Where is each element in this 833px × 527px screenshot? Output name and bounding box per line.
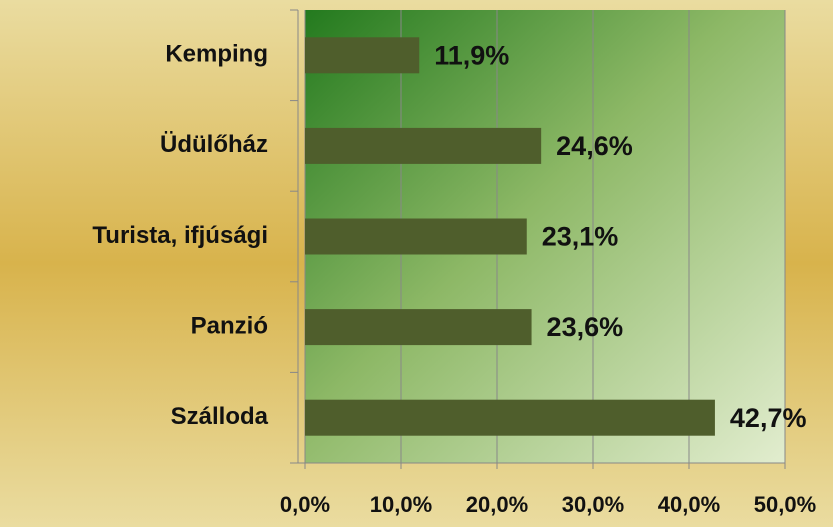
value-label: 23,1% [542,222,619,252]
y-tick-label: Turista, ifjúsági [92,222,268,249]
x-tick-label: 10,0% [370,492,432,517]
x-tick-label: 50,0% [754,492,816,517]
value-label: 11,9% [434,40,509,70]
bar [305,37,420,74]
x-tick-label: 30,0% [562,492,624,517]
value-label: 24,6% [556,131,633,161]
bar [305,309,532,346]
value-label: 23,6% [547,312,624,342]
y-tick-label: Kemping [165,41,268,68]
y-tick-label: Panzió [191,312,268,339]
y-tick-label: Szálloda [171,403,269,430]
y-tick-label: Üdülőház [160,131,268,158]
bar [305,127,542,164]
bar [305,399,715,436]
bar [305,218,527,255]
value-label: 42,7% [730,403,807,433]
x-tick-label: 0,0% [280,492,330,517]
x-tick-label: 40,0% [658,492,720,517]
x-tick-label: 20,0% [466,492,528,517]
